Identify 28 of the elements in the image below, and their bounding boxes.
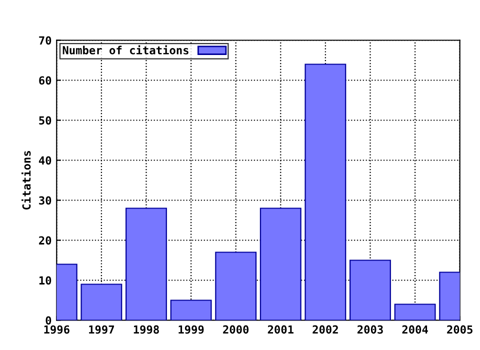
y-tick-label: 20 <box>39 236 52 245</box>
bar <box>80 284 122 320</box>
bar <box>304 64 346 320</box>
y-tick-label: 10 <box>39 276 52 285</box>
x-tick-label: 2002 <box>312 325 338 334</box>
x-tick-label: 2003 <box>357 325 383 334</box>
bar <box>260 208 302 320</box>
x-tick-label: 2005 <box>447 325 472 334</box>
y-tick-label: 70 <box>39 36 52 45</box>
y-tick-label: 50 <box>39 116 52 125</box>
bar <box>215 252 257 320</box>
bar <box>126 208 167 320</box>
y-tick-label: 30 <box>39 196 52 205</box>
bar <box>170 300 212 320</box>
x-tick-label: 1999 <box>178 325 204 334</box>
bar <box>350 260 391 320</box>
y-tick-label: 40 <box>38 156 52 165</box>
x-tick-label: 2001 <box>268 325 294 334</box>
bar <box>394 304 436 320</box>
x-tick-label: 2004 <box>402 325 428 334</box>
y-axis-title: Citations <box>22 151 31 210</box>
x-tick-label: 1997 <box>89 325 114 334</box>
y-tick-label: 60 <box>39 76 52 85</box>
y-tick-label: 0 <box>46 316 52 325</box>
legend-label: Number of citations <box>62 45 188 54</box>
x-tick-label: 1998 <box>134 325 159 334</box>
x-tick-label: 2000 <box>223 325 249 334</box>
x-tick-label: 1996 <box>44 325 70 334</box>
